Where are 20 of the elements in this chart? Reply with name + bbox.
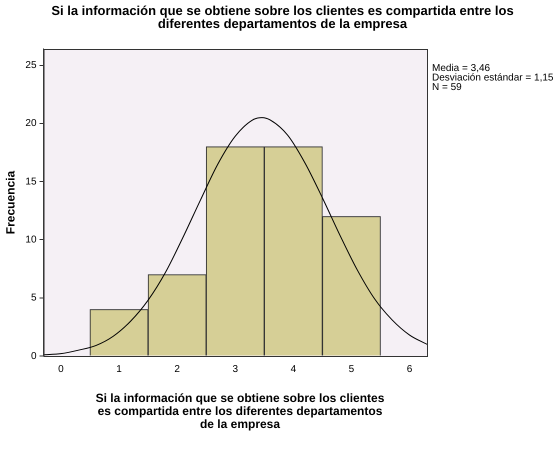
y-tick-label: 0	[30, 350, 37, 362]
x-tick-label: 4	[290, 364, 297, 375]
y-axis-title: Frecuencia	[4, 170, 18, 234]
x-tick-label: 1	[116, 364, 122, 375]
x-tick-label: 5	[348, 364, 355, 375]
text: Desviación estándar = 1,15	[432, 72, 554, 84]
x-axis-title: Si la información que se obtiene sobre los clientes es compartida entre los diferentes departamentos de la empresa	[94, 391, 386, 431]
x-tick-label: 6	[406, 364, 413, 375]
chart-title: Si la información que se obtiene sobre los clientes es compartida entre los diferentes departamentos de la empresa	[50, 3, 515, 31]
y-tick-label: 10	[25, 234, 37, 246]
y-tick-label: 25	[25, 60, 37, 72]
y-tick-label: 20	[25, 118, 37, 130]
text: Media = 3,46	[432, 62, 491, 74]
x-tick-label: 3	[232, 364, 238, 375]
x-tick-label: 0	[58, 364, 64, 375]
y-tick-label: 5	[30, 292, 37, 304]
y-tick-label: 15	[25, 176, 37, 188]
text: N = 59	[432, 82, 462, 93]
x-tick-label: 2	[174, 364, 180, 375]
line-series	[44, 117, 427, 356]
